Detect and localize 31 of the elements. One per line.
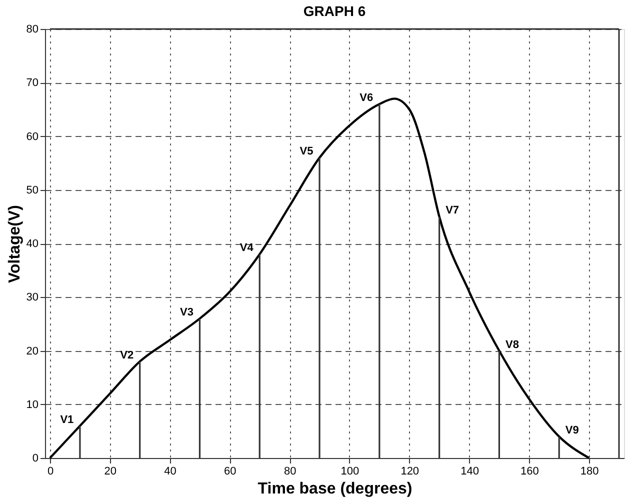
y-tick-label: 10 [26,398,38,411]
y-axis-title: Voltage(V) [6,205,24,283]
annotation: V6 [360,92,374,104]
y-tick-label: 0 [32,452,38,464]
annotation: V8 [505,338,519,351]
x-tick-label: 180 [580,466,599,478]
annotation: V5 [300,146,314,158]
x-tick-label: 120 [400,466,420,478]
x-tick-label: 140 [460,466,479,478]
x-tick-label: 160 [520,466,539,478]
x-tick-label: 100 [340,466,360,478]
y-tick-label: 20 [26,345,38,358]
annotation: V9 [565,424,579,437]
annotation: V3 [180,306,194,319]
annotation: V2 [120,349,134,362]
x-tick-label: 0 [47,466,54,478]
x-tick-label: 80 [284,466,296,478]
chart-title: GRAPH 6 [303,3,366,19]
annotation: V1 [60,414,74,426]
y-tick-label: 30 [26,292,38,304]
y-tick-label: 50 [26,184,38,196]
annotation: V7 [446,204,460,217]
x-tick-label: 40 [164,466,176,478]
y-tick-label: 80 [26,24,38,36]
x-tick-label: 60 [224,466,236,478]
y-tick-label: 60 [26,130,38,143]
x-axis-title: Time base (degrees) [258,480,412,498]
annotation: V4 [240,242,254,254]
y-tick-label: 70 [26,77,38,90]
y-tick-label: 40 [26,238,38,250]
x-tick-label: 20 [104,466,117,478]
